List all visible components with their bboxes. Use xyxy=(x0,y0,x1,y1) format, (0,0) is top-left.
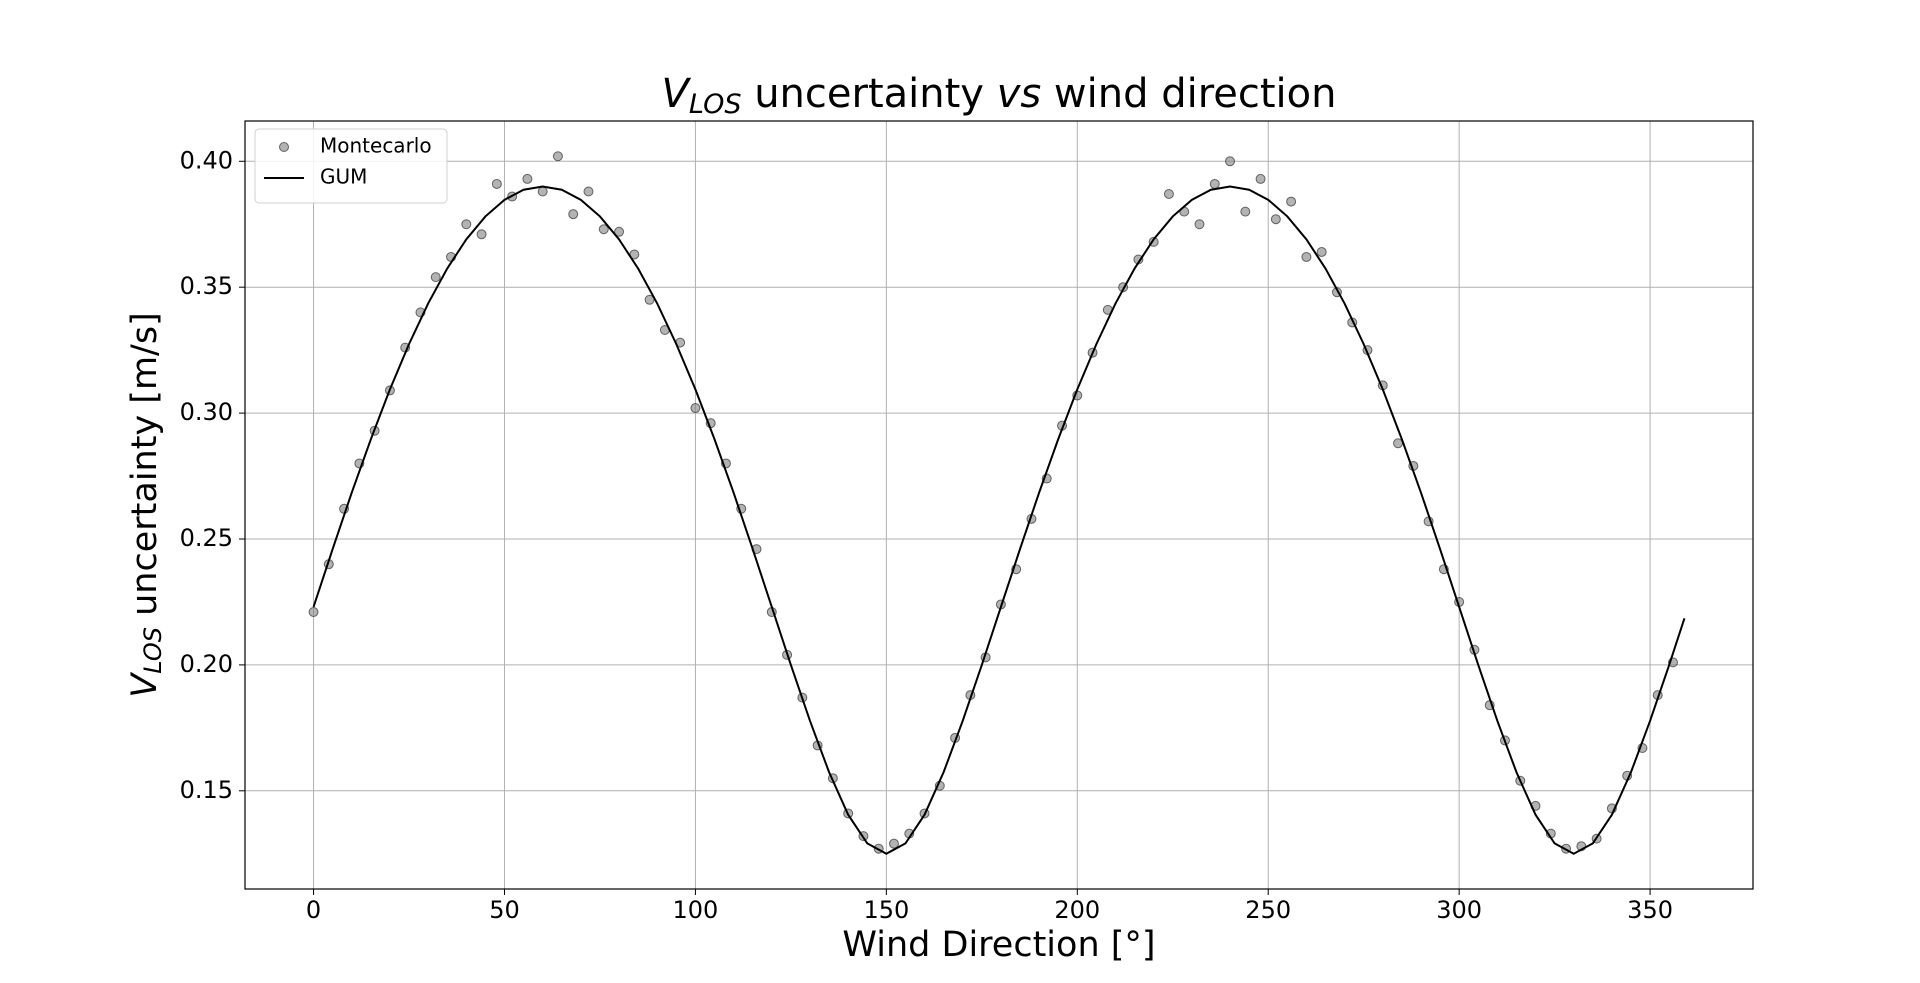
data-point xyxy=(461,219,472,230)
data-point xyxy=(537,186,548,197)
ylabel-subscript: LOS xyxy=(139,627,167,674)
y-tick-label: 0.30 xyxy=(180,398,233,426)
ylabel-text: uncertainty [m/s] xyxy=(125,312,165,627)
title-text: uncertainty xyxy=(741,71,996,117)
legend-label: Montecarlo xyxy=(320,134,432,158)
data-point xyxy=(1194,219,1205,230)
data-point xyxy=(1270,214,1281,225)
data-point xyxy=(614,226,625,237)
data-point xyxy=(583,186,594,197)
data-point xyxy=(1225,156,1236,167)
data-point xyxy=(430,272,441,283)
data-point xyxy=(1255,173,1266,184)
title-emphasis: vs xyxy=(997,71,1042,117)
legend-box xyxy=(254,128,448,204)
y-tick-label: 0.40 xyxy=(180,146,233,174)
y-tick-label: 0.20 xyxy=(180,650,233,678)
plot-frame xyxy=(244,120,1754,890)
title-symbol: V xyxy=(662,71,692,117)
data-point xyxy=(476,229,487,240)
chart-title: VLOS uncertainty vs wind direction xyxy=(662,71,1337,120)
data-point xyxy=(522,173,533,184)
title-subscript: LOS xyxy=(689,89,742,120)
data-point xyxy=(690,403,701,414)
data-point xyxy=(552,151,563,162)
data-point xyxy=(1163,189,1174,200)
ylabel-symbol: V xyxy=(125,672,165,698)
data-point xyxy=(568,209,579,220)
x-tick-label: 350 xyxy=(1627,896,1673,924)
y-tick-label: 0.15 xyxy=(180,776,233,804)
y-tick-label: 0.25 xyxy=(180,524,233,552)
x-tick-label: 150 xyxy=(863,896,909,924)
x-tick-label: 200 xyxy=(1054,896,1100,924)
data-point xyxy=(598,224,609,235)
data-point xyxy=(491,178,502,189)
data-point xyxy=(1240,206,1251,217)
data-point xyxy=(888,838,899,849)
x-tick-label: 250 xyxy=(1245,896,1291,924)
x-tick-label: 0 xyxy=(306,896,321,924)
data-point xyxy=(1286,196,1297,207)
data-point xyxy=(308,607,319,618)
data-point xyxy=(1209,178,1220,189)
y-axis-label: VLOS uncertainty [m/s] xyxy=(125,312,167,697)
x-tick-label: 100 xyxy=(673,896,719,924)
x-axis-label: Wind Direction [°] xyxy=(842,925,1155,965)
title-rest: wind direction xyxy=(1041,71,1336,117)
x-tick-label: 50 xyxy=(489,896,520,924)
x-tick-label: 300 xyxy=(1436,896,1482,924)
legend-label: GUM xyxy=(320,165,367,189)
data-point xyxy=(1301,251,1312,262)
y-tick-label: 0.35 xyxy=(180,272,233,300)
legend-marker xyxy=(279,142,289,152)
data-point xyxy=(1316,246,1327,257)
data-line xyxy=(312,185,1686,855)
